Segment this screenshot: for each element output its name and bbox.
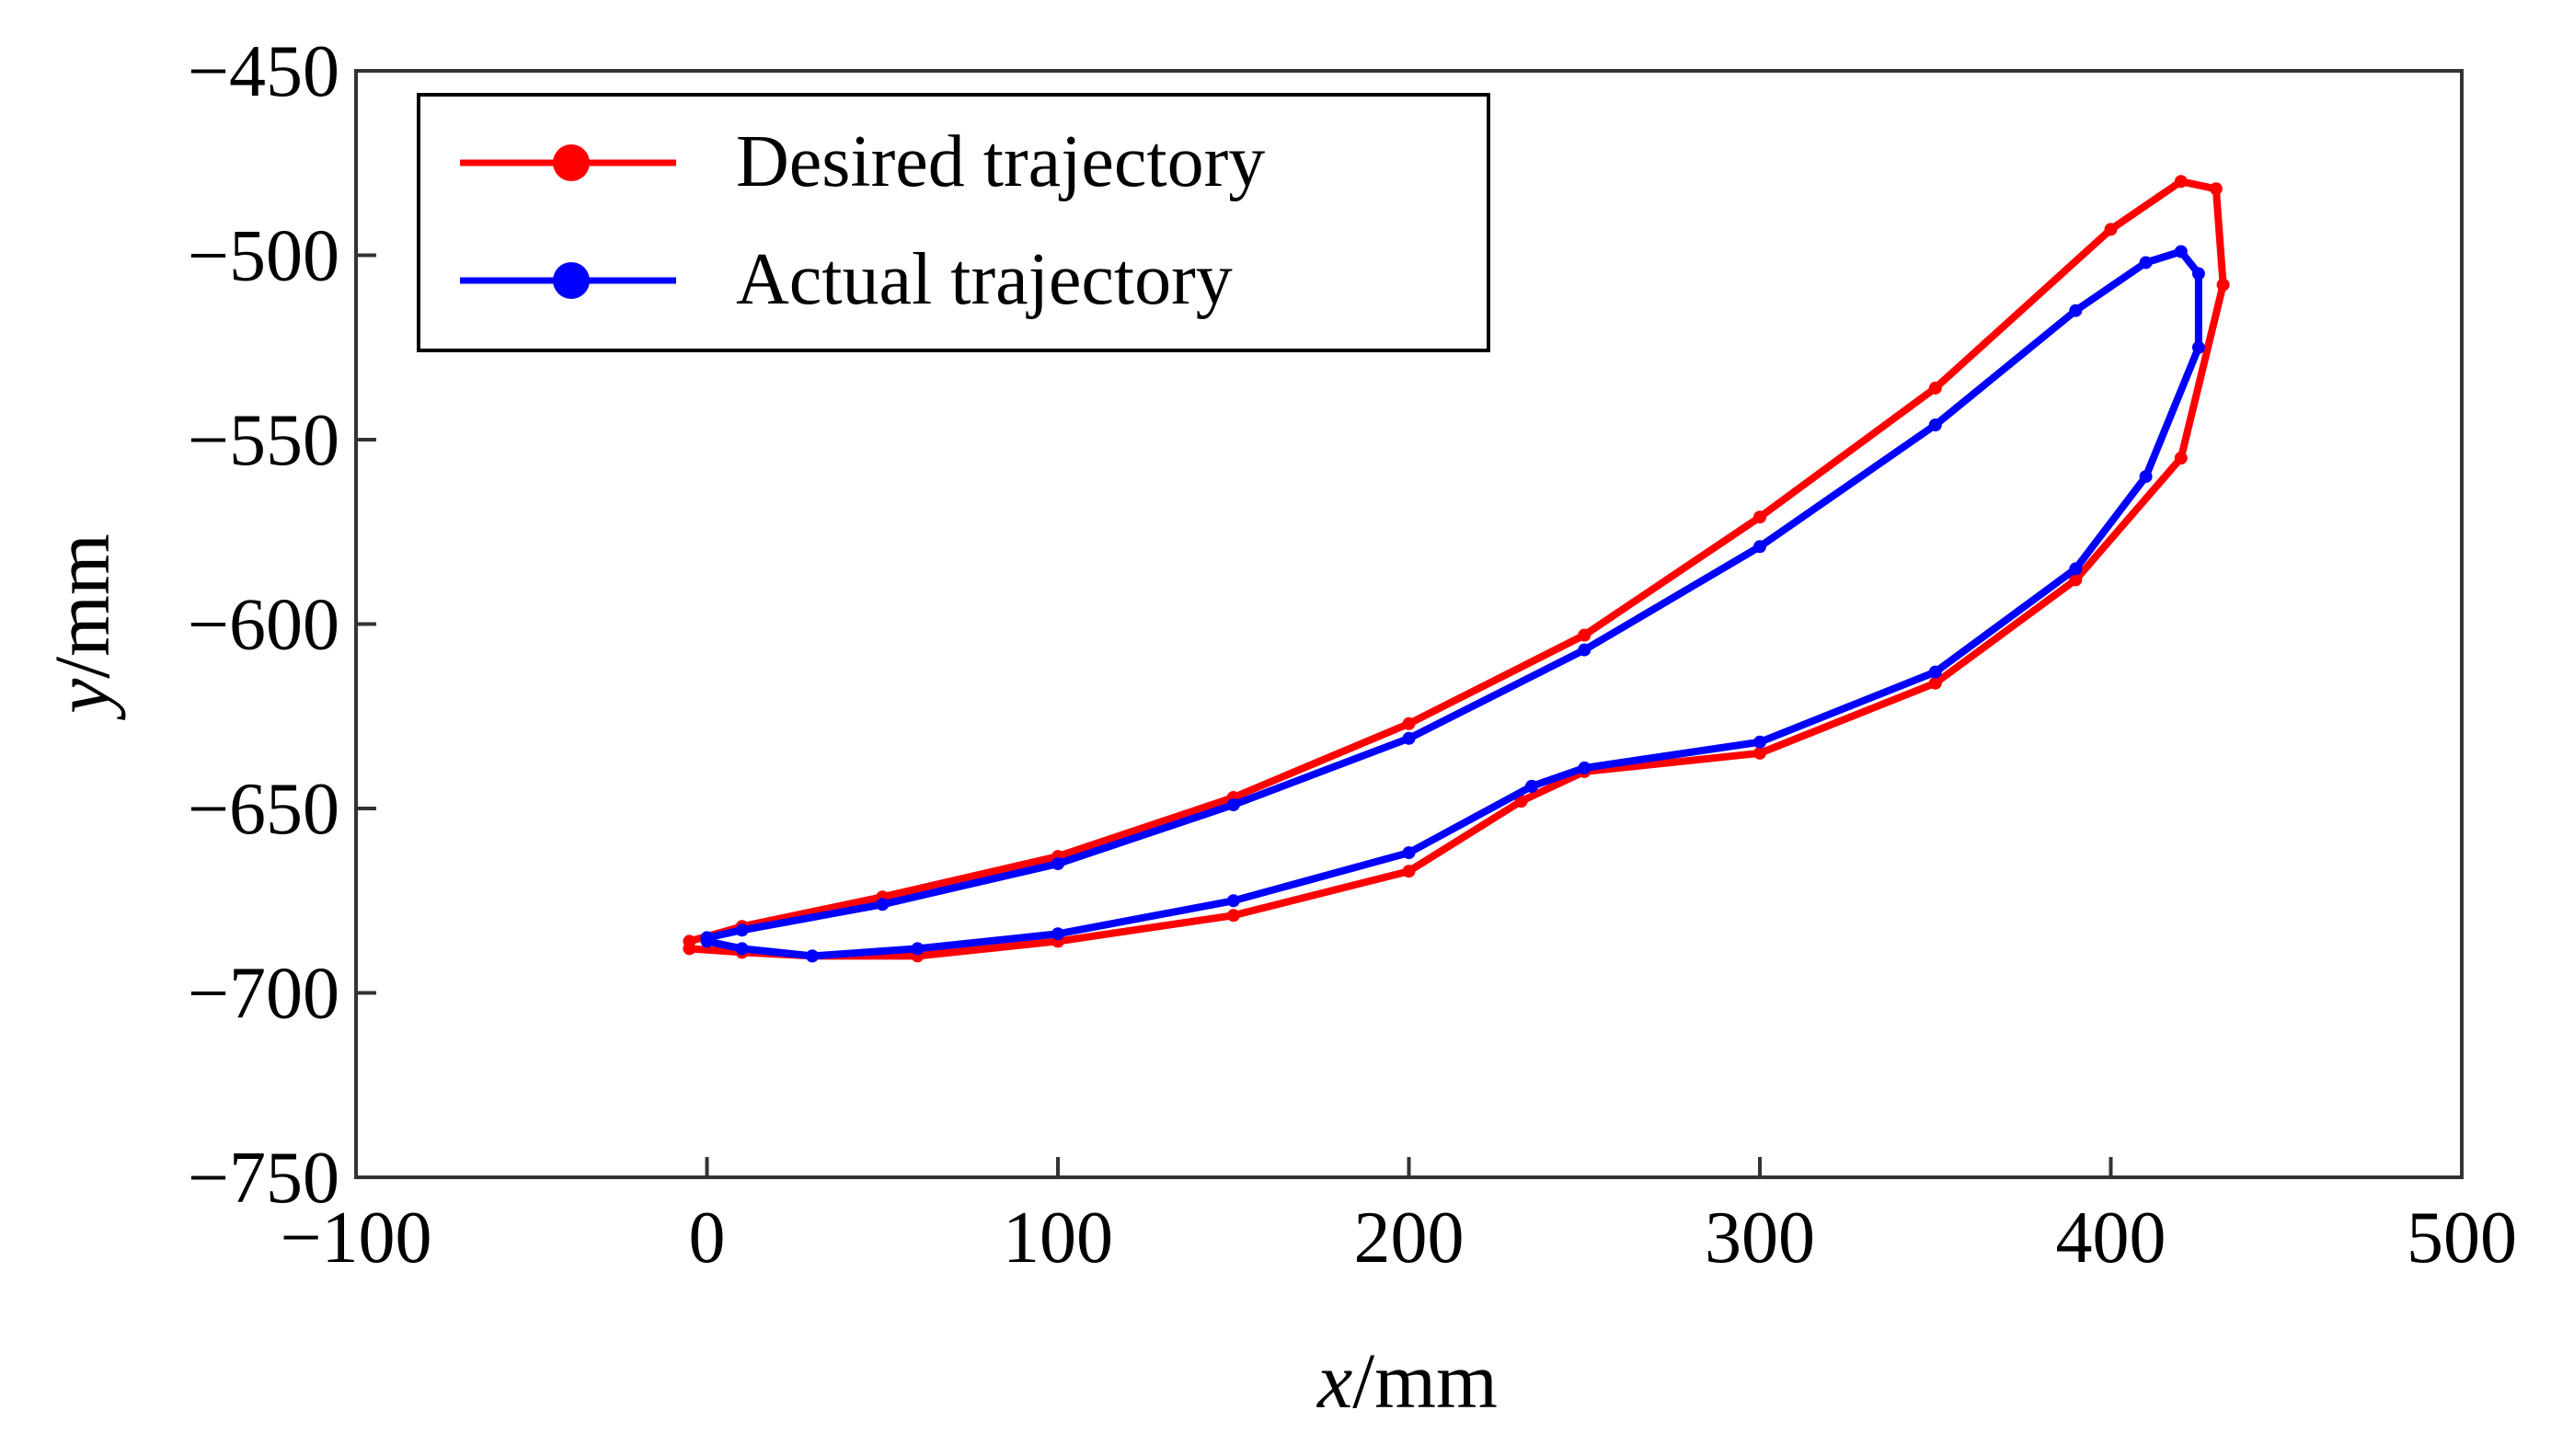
data-point-actual (735, 942, 749, 956)
data-point-actual (2139, 256, 2153, 269)
ticks-layer: −100 0 100 200 300 400 500 −450 −500 −550 −600 −650… (188, 31, 2517, 1278)
data-point-desired (2069, 573, 2083, 587)
data-point-desired (2174, 175, 2188, 189)
x-tick-label: 300 (1705, 1198, 1815, 1278)
data-point-actual (2174, 245, 2188, 258)
y-tick-label: −650 (188, 769, 339, 850)
x-tick-label: 500 (2407, 1198, 2517, 1278)
x-tick-label: 400 (2056, 1198, 2166, 1278)
data-point-desired (2216, 278, 2230, 292)
x-tick-label: 200 (1354, 1198, 1465, 1278)
x-axis-unit: /mm (1352, 1336, 1498, 1425)
data-point-desired (1928, 676, 1942, 690)
x-axis-var: x (1316, 1336, 1352, 1425)
legend-marker-desired (553, 144, 590, 181)
y-tick-label: −600 (188, 585, 339, 666)
y-axis-unit: /mm (38, 533, 126, 679)
data-point-desired (1578, 628, 1592, 642)
y-tick-label: −550 (188, 400, 339, 481)
data-point-actual (2069, 562, 2083, 576)
data-point-desired (2209, 182, 2223, 196)
data-point-desired (2104, 223, 2118, 236)
data-point-desired (2174, 452, 2188, 464)
data-point-actual (1928, 665, 1942, 679)
y-axis-var: y (38, 678, 126, 721)
data-point-desired (1402, 717, 1416, 730)
series-line-actual (703, 247, 2202, 960)
data-point-actual (1525, 779, 1538, 793)
data-point-desired (1928, 381, 1942, 395)
legend-box (417, 93, 1490, 352)
data-point-actual (1226, 798, 1240, 811)
data-point-actual (911, 942, 925, 956)
data-point-actual (1051, 857, 1064, 871)
data-point-actual (1753, 735, 1766, 749)
data-point-actual (1578, 761, 1592, 774)
data-point-actual (1578, 643, 1592, 657)
data-point-actual (1402, 846, 1416, 860)
y-tick-label: −450 (188, 31, 339, 112)
data-point-actual (2139, 470, 2153, 484)
y-tick-label: −750 (188, 1138, 339, 1219)
legend: Desired trajectory Actual trajectory (417, 93, 1490, 352)
data-point-actual (2069, 304, 2083, 317)
x-tick-label: 0 (689, 1198, 726, 1278)
legend-label-actual: Actual trajectory (736, 239, 1233, 320)
y-axis-title: y/mm (38, 533, 126, 721)
data-point-desired (1753, 510, 1766, 524)
data-point-actual (806, 949, 819, 963)
legend-marker-actual (553, 262, 590, 299)
data-point-actual (2191, 340, 2205, 354)
x-tick-label: 100 (1003, 1198, 1113, 1278)
data-point-desired (1753, 746, 1766, 760)
data-point-desired (1402, 865, 1416, 878)
legend-label-desired: Desired trajectory (736, 121, 1265, 202)
data-point-desired (683, 934, 696, 948)
data-point-actual (1402, 731, 1416, 745)
data-point-desired (1226, 909, 1240, 923)
data-point-actual (2191, 267, 2205, 281)
data-point-actual (735, 923, 749, 937)
y-tick-label: −700 (188, 954, 339, 1035)
data-point-actual (876, 898, 890, 911)
y-tick-label: −500 (188, 216, 339, 297)
x-axis-title: x/mm (1316, 1336, 1498, 1425)
data-point-actual (1928, 418, 1942, 431)
series-layer (683, 175, 2230, 963)
data-point-actual (1226, 894, 1240, 908)
x-tick-label: −100 (280, 1198, 431, 1278)
data-point-actual (1051, 927, 1064, 941)
data-point-actual (700, 931, 714, 945)
data-point-actual (1753, 540, 1766, 554)
